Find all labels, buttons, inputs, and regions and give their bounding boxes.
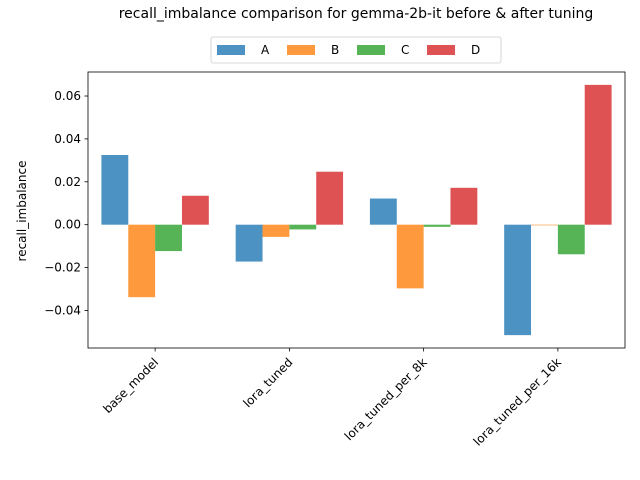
x-tick-label: lora_tuned [240, 355, 295, 410]
bar-b-lora_tuned_per_8k [396, 224, 424, 289]
x-tick-label: base_model [100, 355, 161, 416]
y-tick-label: 0.02 [54, 175, 81, 189]
legend-label-d: D [471, 43, 480, 57]
bar-a-lora_tuned [235, 224, 263, 262]
plot-area: −0.04 −0.02 0.00 0.02 0.04 0.06 base_model lora… [44, 71, 626, 449]
x-tick-label: lora_tuned_per_16k [471, 355, 564, 448]
y-tick-label: 0.04 [54, 132, 81, 146]
bar-b-lora_tuned [262, 224, 290, 237]
y-tick-label: −0.04 [44, 303, 81, 317]
legend-label-b: B [331, 43, 339, 57]
legend-swatch-a [217, 45, 245, 55]
y-tick-label: −0.02 [44, 261, 81, 275]
bar-b-base_model [128, 224, 156, 298]
bar-d-lora_tuned [316, 171, 344, 225]
legend: A B C D [210, 36, 502, 64]
bar-c-base_model [155, 224, 182, 252]
bar-a-lora_tuned_per_16k [504, 224, 532, 336]
legend-swatch-d [427, 45, 455, 55]
bar-a-lora_tuned_per_8k [369, 198, 397, 225]
bar-b-lora_tuned_per_16k [531, 224, 558, 226]
legend-box [210, 36, 502, 64]
y-axis-label: recall_imbalance [15, 161, 29, 262]
y-tick-label: 0.06 [54, 89, 81, 103]
legend-swatch-c [357, 45, 385, 55]
bar-c-lora_tuned_per_16k [557, 224, 585, 255]
bar-d-base_model [181, 195, 209, 225]
chart-title: recall_imbalance comparison for gemma-2b… [119, 6, 594, 22]
legend-label-c: C [401, 43, 409, 57]
legend-label-a: A [261, 43, 270, 57]
x-tick-label: lora_tuned_per_8k [342, 355, 430, 443]
plot-frame [87, 71, 626, 349]
bar-a-base_model [101, 154, 129, 225]
y-tick-label: 0.00 [54, 218, 81, 232]
legend-swatch-b [287, 45, 315, 55]
bar-c-lora_tuned_per_8k [423, 224, 451, 227]
bar-c-lora_tuned [289, 224, 317, 230]
bar-d-lora_tuned_per_8k [450, 187, 478, 225]
bar-d-lora_tuned_per_16k [584, 84, 612, 225]
